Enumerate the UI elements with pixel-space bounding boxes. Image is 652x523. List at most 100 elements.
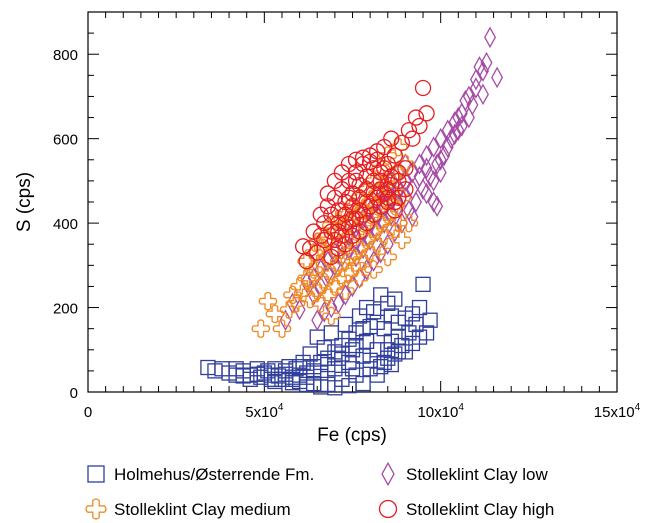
data-point-square [277, 363, 294, 379]
data-point-cross [279, 300, 299, 320]
data-point-diamond [448, 110, 461, 133]
data-point-cross [360, 243, 380, 263]
data-point-cross [378, 205, 398, 225]
data-point-cross [318, 285, 338, 305]
data-point-cross [321, 306, 341, 326]
data-point-circle [323, 206, 340, 223]
data-point-diamond [420, 157, 433, 180]
series-square [200, 276, 438, 396]
data-point-diamond [434, 148, 447, 171]
data-point-diamond [462, 85, 475, 108]
data-point-square [263, 371, 280, 387]
x-tick-label: 10x104 [417, 402, 464, 421]
legend-item: Holmehus/Østerrende Fm. [87, 465, 314, 484]
data-point-diamond [484, 26, 497, 49]
x-axis-title: Fe (cps) [317, 425, 387, 446]
data-point-square [383, 356, 399, 373]
data-point-circle [319, 185, 336, 202]
data-point-diamond [300, 271, 313, 294]
y-tick-label: 200 [53, 301, 78, 318]
data-point-circle [326, 172, 344, 190]
data-point-cross [399, 213, 419, 233]
x-tick-label: 0 [84, 404, 92, 421]
data-point-cross [272, 319, 292, 339]
data-point-cross [367, 234, 387, 254]
data-point-cross [311, 293, 331, 313]
data-point-diamond [325, 296, 338, 319]
data-point-diamond [420, 182, 433, 205]
data-point-circle [400, 122, 418, 139]
data-point-diamond [473, 56, 486, 78]
legend-marker-circle [378, 499, 398, 519]
data-point-circle [386, 147, 403, 164]
data-point-cross [364, 260, 384, 279]
data-point-circle [404, 130, 421, 147]
data-point-cross [385, 196, 405, 216]
data-point-circle [414, 79, 432, 97]
y-axis-title: S (cps) [14, 172, 35, 232]
data-point-diamond [413, 153, 426, 175]
data-point-diamond [476, 83, 489, 106]
data-point-diamond [427, 170, 440, 192]
data-point-cross [350, 268, 369, 288]
data-point-square [373, 359, 389, 375]
data-point-diamond [434, 161, 447, 184]
data-point-cross [328, 255, 348, 275]
legend: Holmehus/Østerrende Fm. Stolleklint Clay … [85, 461, 554, 520]
series-circle [294, 79, 435, 270]
data-point-diamond [469, 77, 482, 99]
legend-item: Stolleklint Clay medium [85, 498, 291, 520]
data-point-diamond [314, 275, 327, 298]
data-point-square [390, 329, 406, 345]
data-point-circle [340, 189, 358, 206]
data-point-diamond [388, 220, 401, 243]
data-point-square [362, 352, 378, 368]
data-point-cross [336, 281, 355, 301]
data-point-diamond [438, 144, 451, 167]
data-point-cross [332, 268, 352, 288]
legend-item: Stolleklint Clay low [381, 461, 548, 487]
data-point-square [380, 342, 396, 358]
data-points [200, 26, 504, 396]
data-point-diamond [406, 161, 419, 184]
data-point-diamond [491, 66, 504, 89]
data-point-square [358, 333, 375, 349]
data-point-square [337, 316, 354, 333]
data-point-diamond [427, 136, 440, 158]
data-point-diamond [406, 178, 419, 201]
legend-item: Stolleklint Clay high [378, 499, 554, 519]
data-point-square [334, 346, 350, 362]
data-point-diamond [452, 119, 465, 142]
data-point-square [369, 367, 385, 383]
data-point-circle [347, 172, 365, 190]
data-point-diamond [293, 298, 306, 321]
data-point-diamond [427, 191, 440, 213]
data-point-diamond [462, 106, 475, 129]
data-point-diamond [413, 165, 426, 188]
data-point-square [330, 350, 347, 366]
x-tick-label: 15x104 [594, 402, 641, 421]
data-point-cross [286, 293, 306, 313]
x-tick-label: 5x104 [245, 402, 284, 421]
data-point-diamond [431, 195, 444, 218]
y-tick-label: 400 [53, 216, 78, 233]
data-point-cross [283, 285, 302, 305]
legend-label: Holmehus/Østerrende Fm. [114, 465, 314, 484]
data-point-cross [346, 255, 366, 275]
data-point-square [228, 361, 244, 377]
data-point-cross [258, 291, 278, 311]
data-point-square [267, 373, 283, 390]
data-point-square [397, 344, 414, 360]
legend-label: Stolleklint Clay high [406, 500, 554, 519]
data-point-diamond [399, 170, 412, 192]
data-point-diamond [441, 136, 454, 158]
data-point-square [411, 329, 428, 345]
tick-labels: 0 200 400 600 800 0 5x104 10x104 15x104 [53, 47, 641, 421]
data-point-circle [369, 143, 386, 160]
data-point-cross [293, 283, 313, 303]
data-point-cross [251, 319, 271, 339]
data-point-cross [353, 251, 373, 271]
data-point-circle [397, 160, 414, 177]
data-point-cross [374, 226, 394, 246]
